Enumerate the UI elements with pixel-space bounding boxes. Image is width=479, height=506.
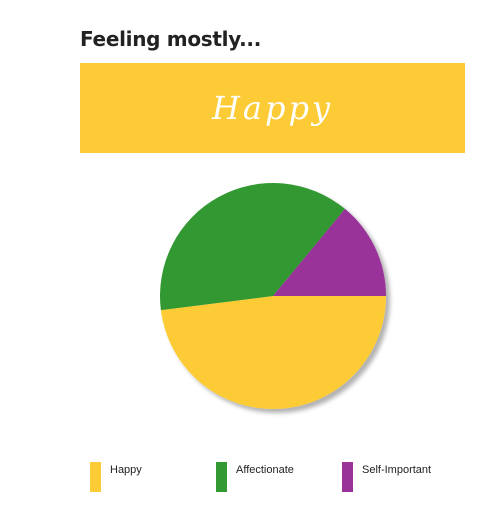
legend-swatch-self-important xyxy=(342,462,353,492)
pie-slice-affectionate xyxy=(159,182,346,311)
legend-label-affectionate: Affectionate xyxy=(236,464,294,476)
legend-swatch-happy xyxy=(90,462,101,492)
pie-chart xyxy=(159,182,386,410)
page-title: Feeling mostly... xyxy=(80,27,262,51)
mood-banner: Happy xyxy=(80,63,465,153)
chart-legend: Happy Affectionate Self-Important xyxy=(90,462,470,492)
legend-label-self-important: Self-Important xyxy=(362,464,432,476)
pie-slice-self-important xyxy=(273,208,386,296)
legend-swatch-affectionate xyxy=(216,462,227,492)
legend-label-happy: Happy xyxy=(110,464,142,476)
pie-slice-happy xyxy=(160,296,386,410)
mood-banner-label: Happy xyxy=(211,89,334,127)
